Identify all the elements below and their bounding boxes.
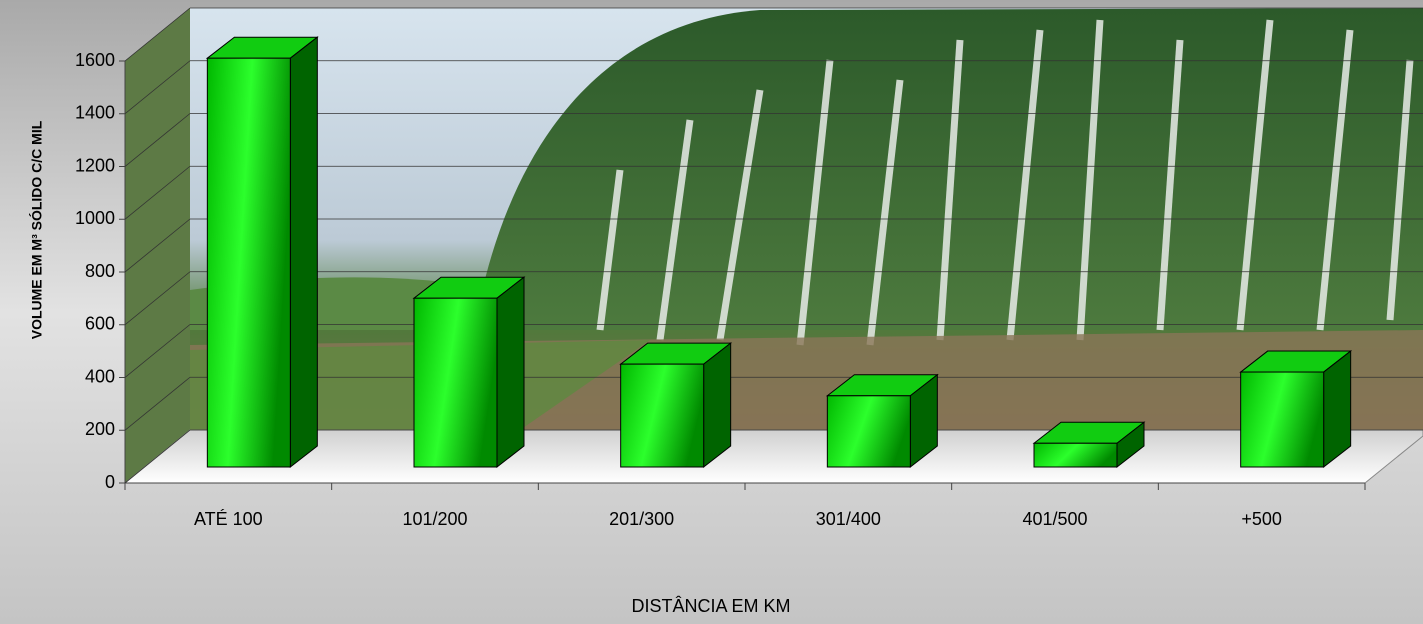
y-tick-label: 1200 (75, 155, 115, 175)
x-axis-title: DISTÂNCIA EM KM (631, 596, 790, 616)
floor (125, 430, 1423, 483)
bar-side (1324, 351, 1351, 467)
x-tick-label: ATÉ 100 (194, 509, 263, 529)
bar (207, 37, 317, 467)
bar (414, 277, 524, 467)
chart: DISTÂNCIA EM KM VOLUME EM M³ SÓLIDO C/C … (0, 0, 1423, 624)
y-tick-label: 400 (85, 366, 115, 386)
bar-side (497, 277, 524, 467)
y-tick-label: 1600 (75, 50, 115, 70)
y-tick-label: 800 (85, 261, 115, 281)
y-tick-label: 200 (85, 419, 115, 439)
x-tick-label: 101/200 (402, 509, 467, 529)
bar-front (1034, 443, 1117, 467)
y-tick-label: 0 (105, 472, 115, 492)
y-tick-label: 600 (85, 314, 115, 334)
page: DISTÂNCIA EM KM VOLUME EM M³ SÓLIDO C/C … (0, 0, 1423, 624)
bar-front (621, 364, 704, 467)
photo-wall (125, 8, 1423, 483)
bar (827, 375, 937, 467)
y-tick-label: 1000 (75, 208, 115, 228)
y-tick-label: 1400 (75, 103, 115, 123)
bar (1241, 351, 1351, 467)
bar (621, 343, 731, 467)
y-axis-title: VOLUME EM M³ SÓLIDO C/C MIL (28, 120, 45, 339)
bar-front (207, 58, 290, 467)
bar-side (704, 343, 731, 467)
x-tick-label: +500 (1241, 509, 1282, 529)
bar-front (414, 298, 497, 467)
bar-front (827, 396, 910, 467)
x-tick-label: 401/500 (1022, 509, 1087, 529)
bar-side (290, 37, 317, 467)
x-tick-label: 201/300 (609, 509, 674, 529)
bar-front (1241, 372, 1324, 467)
x-tick-label: 301/400 (816, 509, 881, 529)
